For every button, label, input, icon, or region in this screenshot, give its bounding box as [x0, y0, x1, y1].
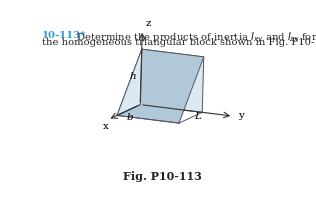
Text: x: x [102, 122, 108, 131]
Text: h: h [130, 72, 137, 81]
Polygon shape [117, 49, 204, 123]
Text: b: b [126, 113, 133, 122]
Text: L: L [195, 112, 201, 121]
Polygon shape [117, 49, 142, 115]
Text: z: z [145, 19, 151, 28]
Text: Determine the products of inertia $I_{xy}$ and $I_{zx}$ for: Determine the products of inertia $I_{xy… [70, 31, 316, 45]
Text: the homogeneous triangular block shown in Fig. P10-113.: the homogeneous triangular block shown i… [42, 38, 316, 47]
Text: Fig. P10-113: Fig. P10-113 [123, 171, 201, 182]
Polygon shape [140, 49, 204, 112]
Text: y: y [238, 111, 244, 120]
Text: 10-113*: 10-113* [42, 31, 86, 40]
